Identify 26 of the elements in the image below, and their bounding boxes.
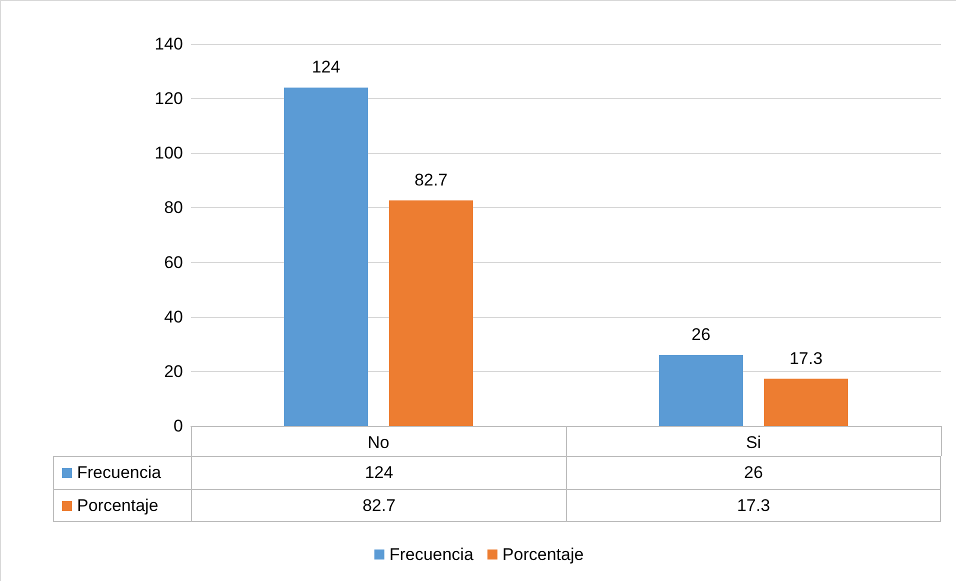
y-tick-label: 100 bbox=[154, 144, 183, 163]
y-tick-label: 20 bbox=[164, 362, 183, 381]
legend-label: Porcentaje bbox=[502, 545, 584, 564]
text: 124 bbox=[312, 58, 340, 77]
data-label: 124 bbox=[191, 456, 566, 489]
text: Frecuencia bbox=[77, 463, 162, 482]
text: 82.7 bbox=[414, 170, 448, 190]
y-tick-label: 60 bbox=[164, 252, 183, 272]
data-label: 82.7 bbox=[191, 489, 566, 522]
text: Porcentaje bbox=[77, 496, 158, 514]
x-tick-label: No bbox=[368, 433, 390, 452]
bar bbox=[284, 88, 368, 426]
y-tick-label: 80 bbox=[164, 198, 183, 218]
text: 26 bbox=[692, 325, 710, 344]
data-label: 17.3 bbox=[566, 489, 941, 522]
x-tick-label: Si bbox=[746, 433, 762, 452]
y-tick-label: 140 bbox=[154, 34, 183, 54]
y-tick-label: 120 bbox=[154, 89, 183, 108]
y-tick-label: 0 bbox=[174, 416, 183, 436]
legend-label: Frecuencia bbox=[389, 545, 474, 564]
bar bbox=[764, 378, 848, 426]
bar bbox=[389, 200, 473, 426]
y-tick-label: 40 bbox=[164, 307, 183, 326]
bar bbox=[659, 355, 743, 426]
text: 17.3 bbox=[789, 348, 823, 368]
data-label: 26 bbox=[566, 456, 941, 489]
